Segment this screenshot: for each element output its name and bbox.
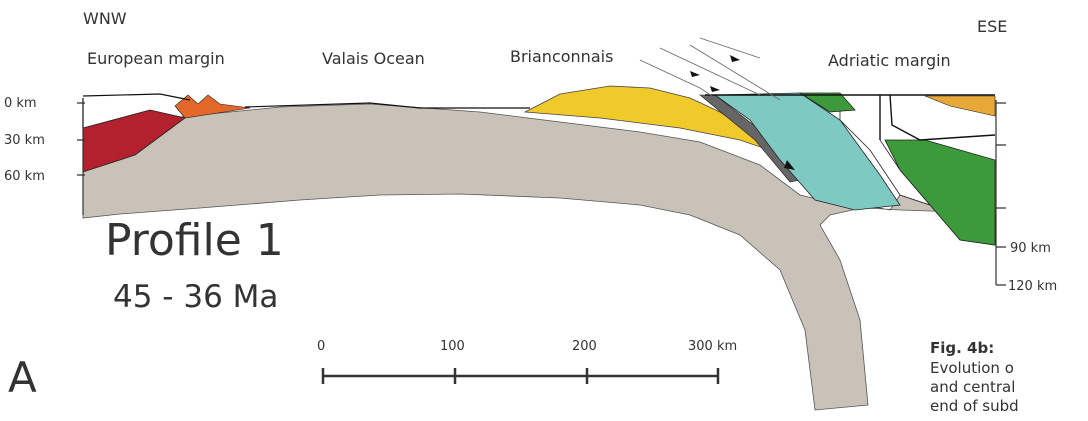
direction-label: ESE	[977, 17, 1007, 36]
depth-label: 60 km	[4, 169, 45, 184]
direction-label: WNW	[83, 9, 127, 28]
scale-label: 100	[440, 339, 465, 354]
scale-bar	[323, 368, 718, 384]
scale-label: 200	[572, 339, 597, 354]
domain-label: Adriatic margin	[828, 51, 951, 70]
depth-label: 120 km	[1008, 279, 1057, 294]
depth-label: 30 km	[4, 133, 45, 148]
page: {"labels":{"west":"WNW","east":"ESE","eu…	[0, 0, 1088, 421]
depth-label: 0 km	[4, 96, 37, 111]
caption-title: Fig. 4b:	[930, 339, 994, 357]
domain-label: European margin	[87, 49, 225, 68]
depth-label: 90 km	[1010, 241, 1051, 256]
panel-label: A	[8, 353, 37, 402]
diagram: WNW ESE European margin Valais Ocean Bri…	[0, 0, 1088, 421]
profile-age: 45 - 36 Ma	[113, 279, 278, 315]
adriatic-cover	[925, 96, 995, 116]
caption-line: Evolution o	[930, 359, 1014, 377]
domain-label: Valais Ocean	[322, 49, 425, 68]
caption-line: end of subd	[930, 397, 1019, 415]
profile-title: Profile 1	[105, 215, 284, 266]
scale-label: 300 km	[688, 339, 737, 354]
domain-label: Brianconnais	[510, 47, 613, 66]
scale-label: 0	[317, 339, 325, 354]
caption-line: and central	[930, 378, 1015, 396]
